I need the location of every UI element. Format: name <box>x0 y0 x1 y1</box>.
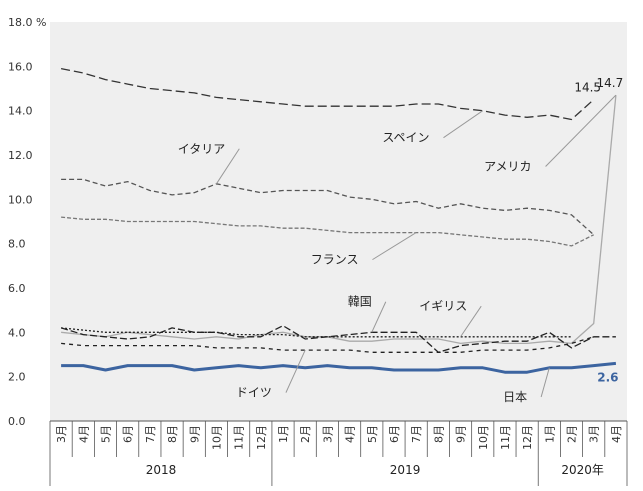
x-tick-label: 1月 <box>277 425 290 443</box>
x-tick-label: 11月 <box>233 425 246 450</box>
series-annotation: フランス <box>311 253 359 267</box>
x-tick-label: 5月 <box>366 425 379 443</box>
y-tick-label: 4.0 <box>8 326 26 339</box>
series-lines <box>60 67 617 374</box>
y-tick-label: 2.0 <box>8 371 26 384</box>
y-tick-label: 6.0 <box>8 282 26 295</box>
x-tick-label: 10月 <box>210 425 223 450</box>
series-annotation: イタリア <box>178 142 226 156</box>
series-annotation: 日本 <box>503 390 527 404</box>
x-tick-label: 8月 <box>432 425 445 443</box>
y-tick-label: 0.0 <box>8 415 26 428</box>
y-tick-label: 14.0 <box>8 105 33 118</box>
series-line <box>60 325 616 353</box>
series-annotation: ドイツ <box>236 386 272 400</box>
x-tick-label: 5月 <box>99 425 112 443</box>
x-axis: 3月 4月 5月 6月 7月 8月 9月 10月 11月 12月 1月 2月 3月 4月 5月 6月 7月 8月 9… <box>49 420 628 486</box>
x-tick-label: 3月 <box>321 425 334 443</box>
series-annotation: イギリス <box>419 299 467 313</box>
x-tick-label: 3月 <box>55 425 68 443</box>
x-tick-label: 4月 <box>610 425 623 443</box>
leader-line <box>540 367 550 398</box>
value-label: 2.6 <box>597 370 618 384</box>
x-tick-label: 2月 <box>566 425 579 443</box>
leader-line <box>460 305 482 338</box>
series-line <box>61 216 594 247</box>
x-tick-label: 11月 <box>499 425 512 450</box>
x-tick-label: 10月 <box>477 425 490 450</box>
y-axis-labels: 0.0 2.0 4.0 6.0 8.0 10.0 12.0 14.0 16.0 18.0 % <box>8 16 46 428</box>
x-tick-label: 8月 <box>166 425 179 443</box>
y-tick-label: 16.0 <box>8 60 33 73</box>
series-line <box>61 361 617 374</box>
year-label: 2019 <box>390 463 421 477</box>
series-annotation: アメリカ <box>484 160 531 174</box>
y-tick-label: 8.0 <box>8 238 26 251</box>
series-annotation: スペイン <box>382 131 429 145</box>
leader-line <box>443 110 484 139</box>
leader-line <box>372 232 417 261</box>
leader-line <box>371 301 387 333</box>
year-label: 2020年 <box>561 463 604 477</box>
series-line <box>61 178 595 236</box>
x-tick-label: 12月 <box>255 425 268 450</box>
leader-line <box>545 94 617 167</box>
year-label: 2018 <box>146 463 177 477</box>
x-tick-label: 4月 <box>77 425 90 443</box>
leader-line <box>285 349 306 393</box>
x-tick-label: 1月 <box>543 425 556 443</box>
x-tick-label: 7月 <box>410 425 423 443</box>
leader-line <box>216 148 240 185</box>
series-line <box>61 327 572 338</box>
x-tick-label: 3月 <box>588 425 601 443</box>
x-tick-label: 7月 <box>144 425 157 443</box>
y-tick-label: 18.0 % <box>8 16 46 29</box>
series-line <box>61 336 594 353</box>
series-annotation: 韓国 <box>348 295 372 309</box>
y-tick-label: 10.0 <box>8 193 33 206</box>
x-tick-label: 2月 <box>299 425 312 443</box>
y-tick-label: 12.0 <box>8 149 33 162</box>
value-label: 14.5 <box>574 81 601 95</box>
x-tick-label: 9月 <box>455 425 468 443</box>
x-tick-label: 6月 <box>388 425 401 443</box>
series-line <box>60 67 595 121</box>
x-tick-label: 6月 <box>122 425 135 443</box>
x-tick-label: 4月 <box>344 425 357 443</box>
annotation-leaders <box>216 94 617 398</box>
x-tick-label: 9月 <box>188 425 201 443</box>
x-tick-label: 12月 <box>521 425 534 450</box>
value-label: 14.7 <box>597 76 624 90</box>
